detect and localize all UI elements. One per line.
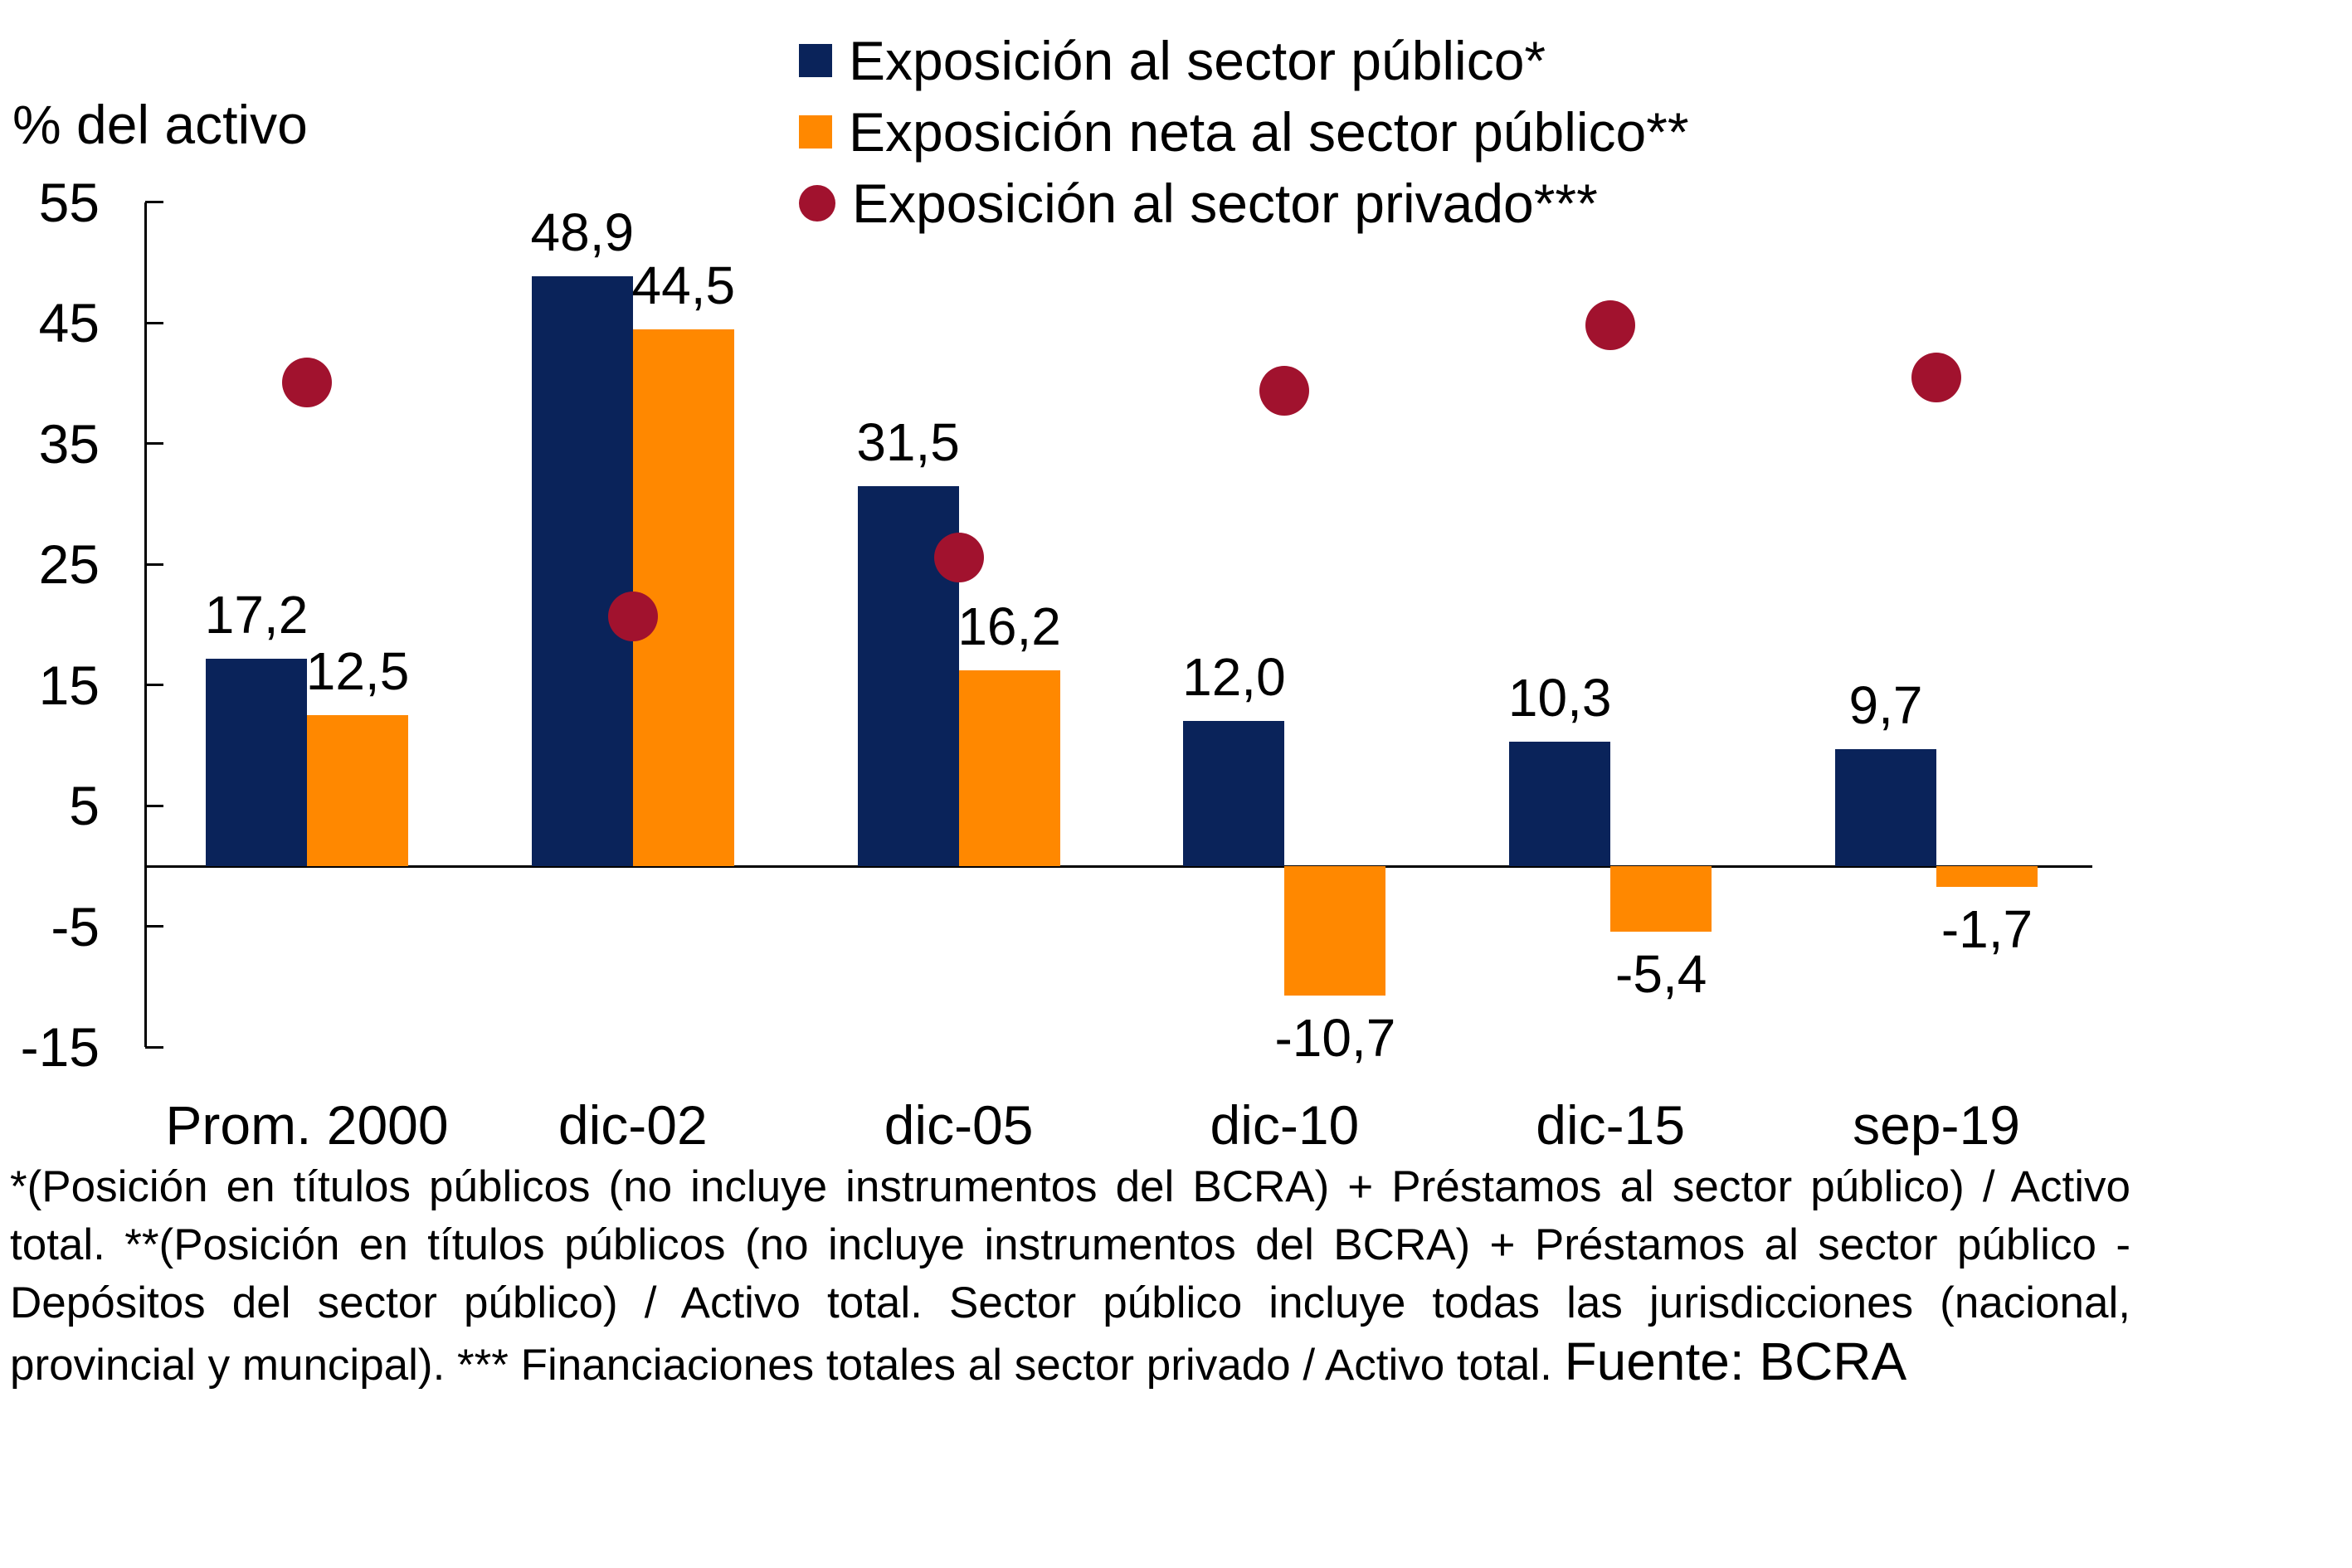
legend-label: Exposición al sector privado*** (852, 173, 1598, 234)
dot-privado-dic-02 (607, 591, 658, 641)
y-axis-tick (145, 562, 163, 566)
dot-privado-dic-15 (1585, 300, 1636, 351)
y-axis-title: % del activo (12, 94, 308, 155)
data-label: 10,3 (1507, 668, 1612, 728)
y-axis-tick (145, 925, 163, 928)
data-label: 17,2 (204, 584, 309, 645)
bar-publico-dic-02 (531, 275, 633, 866)
data-label: -1,7 (1941, 898, 2033, 959)
x-axis-label-dic-05: dic-05 (884, 1094, 1034, 1156)
bar-publico-dic-15 (1509, 742, 1611, 866)
y-axis-tick (145, 684, 163, 687)
bar-neta-dic-05 (958, 670, 1060, 866)
y-tick-label: 5 (69, 775, 100, 837)
plot-area: 55 45 35 25 15 5 -5 -15 17,2 48,9 31,5 12,0 10,3 9,7 1… (20, 171, 2092, 1156)
data-label: 12,5 (305, 641, 410, 702)
y-tick-label: 55 (38, 171, 100, 233)
data-label: 44,5 (631, 255, 736, 315)
dot-privado-sep-19 (1911, 352, 1961, 402)
y-axis-tick (145, 201, 163, 204)
legend-label: Exposición neta al sector público** (849, 101, 1689, 163)
data-label: 16,2 (957, 597, 1061, 657)
y-tick-label: 45 (38, 292, 100, 354)
y-tick-label: 15 (38, 654, 100, 716)
blue-square-legend-marker-icon (799, 44, 832, 77)
y-tick-label: -15 (20, 1016, 100, 1079)
legend: Exposición al sector público* Exposición… (799, 25, 1689, 239)
bar-publico-sep-19 (1835, 748, 1936, 866)
data-label: -10,7 (1274, 1007, 1396, 1068)
bar-neta-dic-10 (1284, 866, 1386, 996)
dot-privado-dic-10 (1259, 365, 1310, 416)
y-axis-tick (145, 442, 163, 446)
x-axis-label-sep-19: sep-19 (1853, 1094, 2020, 1156)
x-axis-label-dic-15: dic-15 (1536, 1094, 1686, 1156)
source-text: Fuente: BCRA (1564, 1332, 1907, 1391)
data-label: 48,9 (530, 202, 635, 262)
x-axis-label-dic-10: dic-10 (1210, 1094, 1360, 1156)
y-axis-line (144, 202, 147, 1048)
x-axis-line (145, 864, 2092, 868)
y-tick-label: 35 (38, 412, 100, 475)
y-axis-tick (145, 804, 163, 807)
bar-neta-Prom. 2000 (307, 715, 408, 866)
bar-neta-sep-19 (1936, 866, 2038, 887)
legend-label: Exposición al sector público* (849, 30, 1546, 91)
data-label: 9,7 (1848, 674, 1923, 735)
data-label: -5,4 (1615, 943, 1707, 1004)
orange-square-legend-marker-icon (799, 115, 832, 149)
bar-publico-Prom. 2000 (206, 658, 307, 866)
legend-item-exposicion-neta-sector-publico: Exposición neta al sector público** (799, 96, 1689, 168)
y-tick-label: -5 (51, 895, 100, 957)
legend-item-exposicion-sector-privado: Exposición al sector privado*** (799, 168, 1689, 239)
x-axis-label-Prom. 2000: Prom. 2000 (165, 1094, 449, 1156)
bar-neta-dic-15 (1610, 866, 1712, 932)
y-tick-label: 25 (38, 533, 100, 596)
dot-privado-dic-05 (933, 532, 984, 582)
x-axis-label-dic-02: dic-02 (558, 1094, 708, 1156)
data-label: 31,5 (856, 411, 960, 472)
footnote-text: *(Posición en títulos públicos (no inclu… (10, 1162, 2130, 1390)
y-axis-tick (145, 1045, 163, 1049)
y-axis-tick (145, 321, 163, 324)
dot-privado-Prom. 2000 (282, 357, 332, 407)
bar-publico-dic-10 (1183, 721, 1285, 866)
legend-item-exposicion-sector-publico: Exposición al sector público* (799, 25, 1689, 96)
data-label: 12,0 (1182, 647, 1286, 708)
footnote: *(Posición en títulos públicos (no inclu… (10, 1158, 2130, 1395)
red-circle-legend-marker-icon (799, 185, 835, 222)
